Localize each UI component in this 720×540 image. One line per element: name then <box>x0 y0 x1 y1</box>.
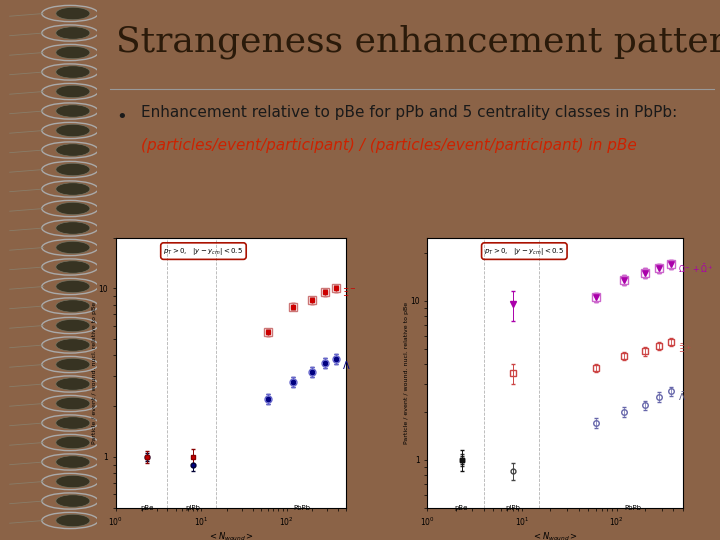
Ellipse shape <box>56 144 90 156</box>
Text: PbPb: PbPb <box>293 505 310 511</box>
Ellipse shape <box>56 339 90 351</box>
Y-axis label: Particle / event / wound. nucl. relative to pBe: Particle / event / wound. nucl. relative… <box>92 301 97 444</box>
Ellipse shape <box>56 7 90 19</box>
Ellipse shape <box>56 66 90 78</box>
Ellipse shape <box>56 397 90 410</box>
Ellipse shape <box>56 163 90 176</box>
Ellipse shape <box>56 495 90 507</box>
Ellipse shape <box>56 105 90 117</box>
Ellipse shape <box>56 124 90 137</box>
Ellipse shape <box>56 222 90 234</box>
Text: Enhancement relative to pBe for pPb and 5 centrality classes in PbPb:: Enhancement relative to pBe for pPb and … <box>141 105 677 120</box>
Text: (particles/event/participant) / (particles/event/participant) in pBe: (particles/event/participant) / (particl… <box>141 138 636 153</box>
Text: $\bar{\Xi}^+$: $\bar{\Xi}^+$ <box>678 342 692 355</box>
Ellipse shape <box>56 417 90 429</box>
Text: pBe: pBe <box>455 505 468 511</box>
Ellipse shape <box>56 241 90 254</box>
Text: $\Omega^-+\bar{\Omega}^+$: $\Omega^-+\bar{\Omega}^+$ <box>678 262 714 275</box>
Y-axis label: Particle / event / wound. nucl. relative to pBe: Particle / event / wound. nucl. relative… <box>404 301 409 444</box>
Ellipse shape <box>56 183 90 195</box>
Text: $\bar{\Lambda}$: $\bar{\Lambda}$ <box>678 390 686 403</box>
Ellipse shape <box>56 359 90 370</box>
Ellipse shape <box>56 378 90 390</box>
Ellipse shape <box>56 85 90 98</box>
Ellipse shape <box>56 475 90 488</box>
Ellipse shape <box>56 261 90 273</box>
Text: plPb: plPb <box>505 505 520 511</box>
Text: $\Xi^-$: $\Xi^-$ <box>343 286 357 298</box>
Text: plPb: plPb <box>186 505 200 511</box>
Text: •: • <box>116 108 127 126</box>
Text: pBe: pBe <box>140 505 153 511</box>
Ellipse shape <box>56 280 90 293</box>
X-axis label: $< N_{wound} >$: $< N_{wound} >$ <box>208 530 254 540</box>
Ellipse shape <box>56 27 90 39</box>
Text: $p_T > 0$,   $|y-y_{cm}| < 0.5$: $p_T > 0$, $|y-y_{cm}| < 0.5$ <box>485 246 564 256</box>
Ellipse shape <box>56 456 90 468</box>
Ellipse shape <box>56 436 90 449</box>
Ellipse shape <box>56 46 90 59</box>
Text: $p_T > 0$,   $|y-y_{cm}| < 0.5$: $p_T > 0$, $|y-y_{cm}| < 0.5$ <box>163 246 243 256</box>
Text: Strangeness enhancement pattern: Strangeness enhancement pattern <box>116 24 720 59</box>
X-axis label: $< N_{wound} >$: $< N_{wound} >$ <box>532 530 578 540</box>
Ellipse shape <box>56 300 90 312</box>
Text: $\Lambda$: $\Lambda$ <box>343 359 351 371</box>
Ellipse shape <box>56 202 90 215</box>
Ellipse shape <box>56 514 90 526</box>
Text: PbPb: PbPb <box>625 505 642 511</box>
Ellipse shape <box>56 319 90 332</box>
